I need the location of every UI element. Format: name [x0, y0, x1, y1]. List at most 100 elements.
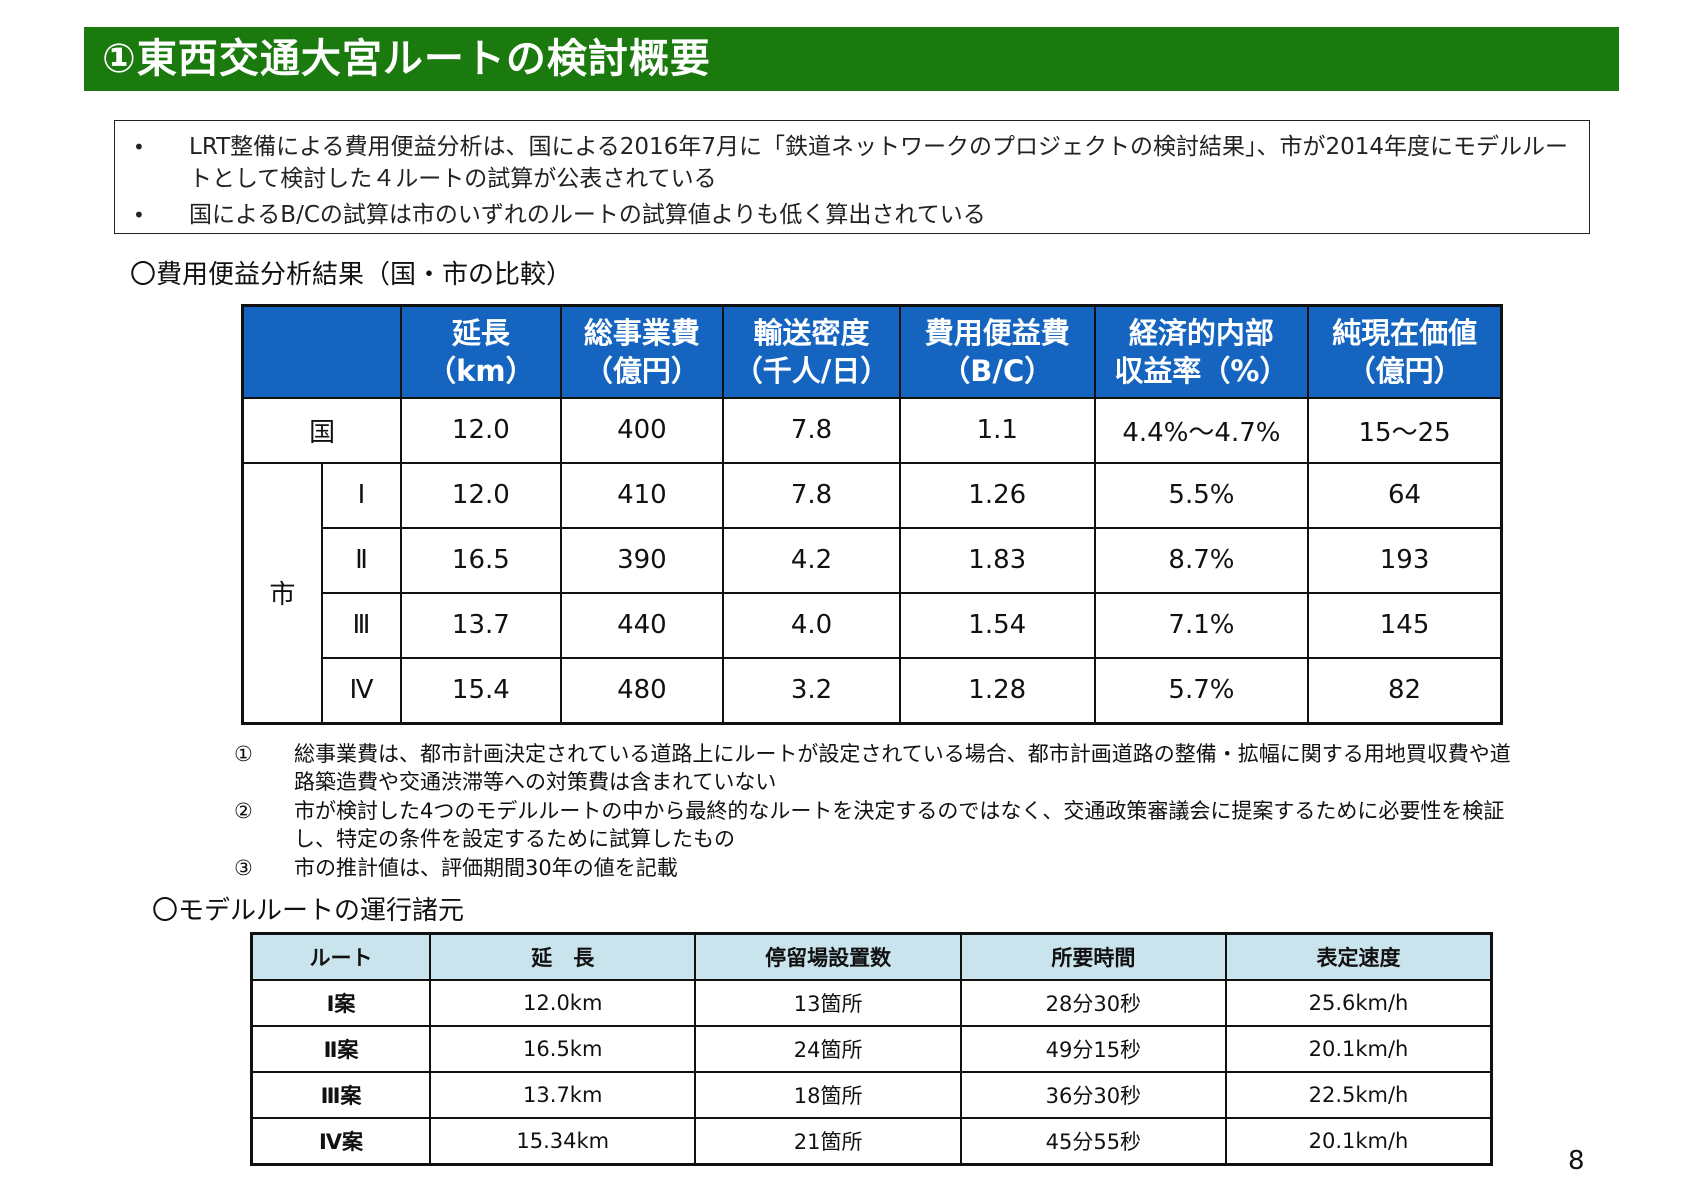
page-number: 8 — [1568, 1146, 1585, 1176]
table-cell: 18箇所 — [694, 1071, 962, 1119]
header-empty-cell — [241, 304, 403, 399]
table-cell: 4.4%～4.7% — [1093, 396, 1310, 464]
note-item: ① 総事業費は、都市計画決定されている道路上にルートが設定されている場合、都市計画… — [234, 740, 1514, 796]
table-cell: 12.0 — [400, 461, 562, 529]
summary-text: 国によるB/Cの試算は市のいずれのルートの試算値よりも低く算出されている — [189, 202, 986, 228]
table-row: Ⅰ案 12.0km 13箇所 28分30秒 25.6km/h — [250, 979, 1493, 1027]
table-cell: 440 — [559, 591, 725, 659]
row-label-city: 市 — [241, 461, 323, 725]
table-row-city: Ⅱ 16.5 390 4.2 1.83 8.7% 193 — [243, 526, 1503, 594]
table-cell: 1.54 — [898, 591, 1096, 659]
route-label: Ⅱ案 — [250, 1025, 432, 1073]
note-item: ② 市が検討した4つのモデルルートの中から最終的なルートを決定するのではなく、交通… — [234, 797, 1514, 853]
header-cell: ルート — [250, 932, 432, 981]
route-label: Ⅰ — [320, 461, 403, 529]
table-cell: 28分30秒 — [959, 979, 1227, 1027]
table-cell: 145 — [1307, 591, 1503, 659]
section-heading-model-route: 〇モデルルートの運行諸元 — [152, 896, 465, 926]
bullet-dot: • — [133, 135, 145, 159]
table-cell: 49分15秒 — [959, 1025, 1227, 1073]
note-number: ② — [234, 799, 253, 823]
route-label: Ⅱ — [320, 526, 403, 594]
table-cell: 36分30秒 — [959, 1071, 1227, 1119]
table-cell: 3.2 — [722, 656, 901, 725]
table-cell: 21箇所 — [694, 1117, 962, 1166]
bullet-dot: • — [133, 203, 145, 227]
note-number: ③ — [234, 856, 253, 880]
table-cell: 1.28 — [898, 656, 1096, 725]
table-cell: 1.83 — [898, 526, 1096, 594]
header-cell: 停留場設置数 — [694, 932, 962, 981]
table-cell: 24箇所 — [694, 1025, 962, 1073]
model-route-table: ルート 延 長 停留場設置数 所要時間 表定速度 Ⅰ案 12.0km 13箇所 … — [250, 932, 1493, 1166]
header-cell: 所要時間 — [959, 932, 1227, 981]
table-row: Ⅱ案 16.5km 24箇所 49分15秒 20.1km/h — [250, 1025, 1493, 1073]
table-row: Ⅳ案 15.34km 21箇所 45分55秒 20.1km/h — [250, 1117, 1493, 1166]
header-cell: 表定速度 — [1224, 932, 1493, 981]
table-cell: 15.4 — [400, 656, 562, 725]
table-cell: 25.6km/h — [1224, 979, 1493, 1027]
table-row: Ⅲ案 13.7km 18箇所 36分30秒 22.5km/h — [250, 1071, 1493, 1119]
table-cell: 20.1km/h — [1224, 1025, 1493, 1073]
table-cell: 7.8 — [722, 461, 901, 529]
table-cell: 5.5% — [1093, 461, 1310, 529]
table-cell: 4.0 — [722, 591, 901, 659]
summary-item: • LRT整備による費用便益分析は、国による2016年7月に「鉄道ネットワークのプ… — [115, 131, 1589, 195]
table-header-row: 延長 （km） 総事業費 （億円） 輸送密度 （千人/日） 費用便益費 （B/C） 経済… — [241, 304, 1503, 399]
table-cell: 13箇所 — [694, 979, 962, 1027]
note-text: 市の推計値は、評価期間30年の値を記載 — [294, 856, 678, 880]
route-label: Ⅰ案 — [250, 979, 432, 1027]
table-cell: 22.5km/h — [1224, 1071, 1493, 1119]
summary-text: LRT整備による費用便益分析は、国による2016年7月に「鉄道ネットワークのプロ… — [189, 134, 1568, 192]
header-cell: 延長 （km） — [400, 304, 562, 399]
table-cell: 480 — [559, 656, 725, 725]
header-cell: 延 長 — [429, 932, 697, 981]
table-cell: 15.34km — [429, 1117, 697, 1166]
table-cell: 16.5km — [429, 1025, 697, 1073]
table-cell: 82 — [1307, 656, 1503, 725]
table-cell: 400 — [559, 396, 725, 464]
table-cell: 13.7 — [400, 591, 562, 659]
table-cell: 193 — [1307, 526, 1503, 594]
header-cell: 経済的内部 収益率（%） — [1093, 304, 1310, 399]
table-cell: 410 — [559, 461, 725, 529]
route-label: Ⅲ — [320, 591, 403, 659]
note-text: 市が検討した4つのモデルルートの中から最終的なルートを決定するのではなく、交通政… — [294, 799, 1505, 851]
table-cell: 4.2 — [722, 526, 901, 594]
header-cell: 輸送密度 （千人/日） — [722, 304, 901, 399]
row-label-country: 国 — [241, 396, 403, 464]
table-row-country: 国 12.0 400 7.8 1.1 4.4%～4.7% 15～25 — [241, 396, 1503, 464]
note-item: ③ 市の推計値は、評価期間30年の値を記載 — [234, 854, 1514, 882]
table-cell: 12.0km — [429, 979, 697, 1027]
table-row-city: Ⅳ 15.4 480 3.2 1.28 5.7% 82 — [243, 656, 1503, 725]
table-cell: 1.26 — [898, 461, 1096, 529]
route-label: Ⅳ — [320, 656, 403, 725]
table-cell: 12.0 — [400, 396, 562, 464]
table-cell: 7.1% — [1093, 591, 1310, 659]
note-text: 総事業費は、都市計画決定されている道路上にルートが設定されている場合、都市計画道… — [294, 742, 1511, 794]
notes-list: ① 総事業費は、都市計画決定されている道路上にルートが設定されている場合、都市計画… — [234, 740, 1514, 883]
header-cell: 総事業費 （億円） — [559, 304, 725, 399]
summary-item: • 国によるB/Cの試算は市のいずれのルートの試算値よりも低く算出されている — [115, 199, 1589, 231]
table-cell: 1.1 — [898, 396, 1096, 464]
table-cell: 16.5 — [400, 526, 562, 594]
table-cell: 8.7% — [1093, 526, 1310, 594]
header-cell: 純現在価値 （億円） — [1307, 304, 1503, 399]
table-cell: 20.1km/h — [1224, 1117, 1493, 1166]
table-cell: 5.7% — [1093, 656, 1310, 725]
summary-box: • LRT整備による費用便益分析は、国による2016年7月に「鉄道ネットワークのプ… — [114, 120, 1590, 234]
table-cell: 45分55秒 — [959, 1117, 1227, 1166]
section-heading-cost-benefit: 〇費用便益分析結果（国・市の比較） — [130, 260, 573, 290]
table-cell: 64 — [1307, 461, 1503, 529]
page-title: ①東西交通大宮ルートの検討概要 — [102, 36, 711, 82]
note-number: ① — [234, 742, 253, 766]
cost-benefit-table: 延長 （km） 総事業費 （億円） 輸送密度 （千人/日） 費用便益費 （B/C） 経済… — [241, 304, 1503, 725]
table-cell: 15～25 — [1307, 396, 1503, 464]
table-header-row: ルート 延 長 停留場設置数 所要時間 表定速度 — [250, 932, 1493, 981]
route-label: Ⅳ案 — [250, 1117, 432, 1166]
summary-list: • LRT整備による費用便益分析は、国による2016年7月に「鉄道ネットワークのプ… — [115, 121, 1589, 231]
table-row-city: 市 Ⅰ 12.0 410 7.8 1.26 5.5% 64 — [241, 461, 1503, 725]
route-label: Ⅲ案 — [250, 1071, 432, 1119]
table-cell: 7.8 — [722, 396, 901, 464]
table-cell: 13.7km — [429, 1071, 697, 1119]
